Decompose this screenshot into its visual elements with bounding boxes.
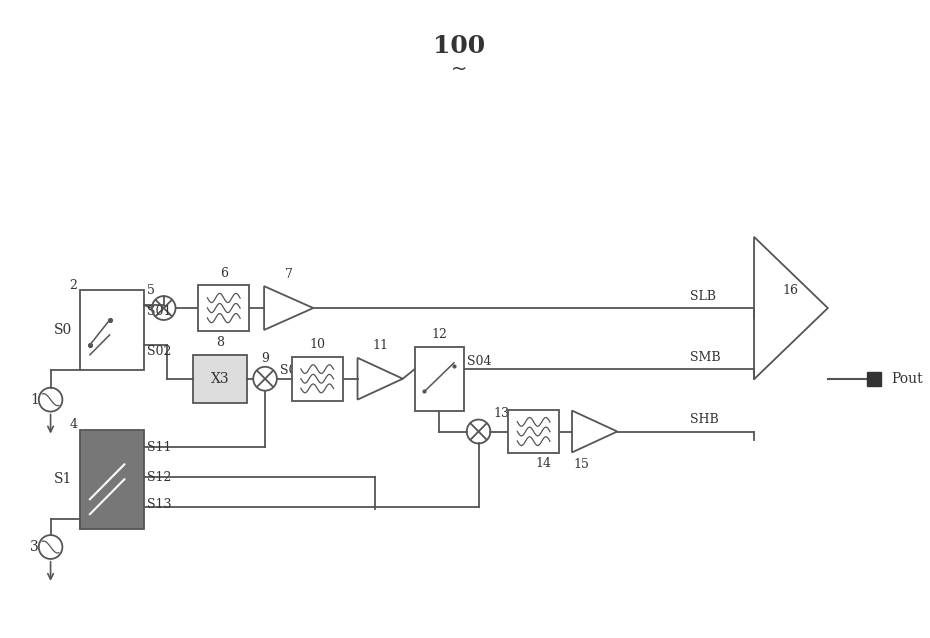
Text: 12: 12 (432, 329, 447, 341)
Text: S04: S04 (467, 355, 491, 368)
Text: X3: X3 (211, 372, 230, 386)
Text: 3: 3 (30, 540, 39, 554)
Text: 14: 14 (536, 457, 551, 470)
Text: S03: S03 (280, 364, 304, 377)
Text: 6: 6 (219, 267, 228, 279)
Text: 7: 7 (285, 268, 293, 281)
Bar (80, 290, 144, 370)
Text: S11: S11 (147, 441, 171, 454)
Text: 11: 11 (372, 339, 388, 352)
Text: 8: 8 (217, 336, 224, 350)
Text: ~: ~ (451, 59, 467, 78)
Text: S0: S0 (54, 323, 73, 337)
Bar (867, 372, 881, 386)
Bar (508, 410, 559, 454)
Text: SLB: SLB (690, 290, 716, 302)
Text: 15: 15 (574, 458, 590, 471)
Text: S01: S01 (147, 305, 171, 318)
Text: S13: S13 (147, 498, 171, 510)
Bar (198, 285, 249, 331)
Text: 100: 100 (432, 34, 485, 58)
Bar (292, 357, 343, 401)
Bar (193, 355, 247, 403)
Text: SHB: SHB (690, 413, 719, 426)
Text: 16: 16 (783, 284, 799, 297)
Text: S12: S12 (147, 471, 171, 484)
Text: 13: 13 (493, 407, 510, 420)
Text: 1: 1 (30, 392, 39, 406)
Text: 9: 9 (261, 352, 269, 366)
Text: 10: 10 (309, 338, 325, 352)
Text: 2: 2 (69, 279, 77, 292)
Text: SMB: SMB (690, 351, 721, 364)
Text: 5: 5 (147, 284, 155, 297)
Bar (80, 429, 144, 529)
Text: 4: 4 (69, 418, 77, 431)
Bar (415, 347, 464, 411)
Text: S02: S02 (147, 345, 171, 358)
Text: Pout: Pout (892, 372, 923, 386)
Text: S1: S1 (54, 472, 73, 486)
